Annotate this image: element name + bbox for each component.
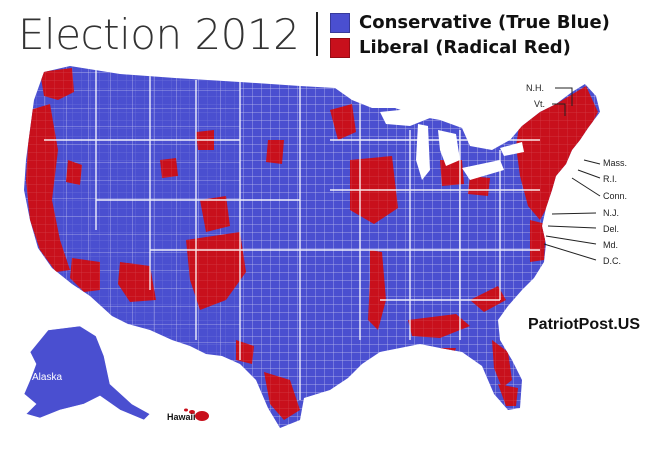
watermark: PatriotPost.US [528,316,641,333]
hawaii-label: Hawaii [167,412,196,422]
legend-label-conservative: Conservative (True Blue) [359,12,610,33]
legend-label-liberal: Liberal (Radical Red) [359,37,571,58]
label-ri: R.I. [603,174,618,184]
label-vt: Vt. [534,99,546,109]
legend-item-liberal: Liberal (Radical Red) [330,35,610,60]
legend-swatch-liberal [330,37,350,58]
great-lakes [380,108,524,180]
label-mass: Mass. [603,158,628,168]
hawaii-shape [184,408,209,421]
map-legend: Conservative (True Blue) Liberal (Radica… [330,10,610,60]
label-nh: N.H. [526,83,544,93]
label-nj: N.J. [603,208,620,218]
label-dc: D.C. [603,256,621,266]
label-del: Del. [603,224,620,234]
state-leader-lines [543,87,601,261]
alaska-label: Alaska [32,372,63,383]
legend-swatch-conservative [330,12,350,33]
title-divider [316,12,318,56]
legend-item-conservative: Conservative (True Blue) [330,10,610,35]
alaska-shape [23,325,151,421]
state-boundaries [44,70,540,400]
page-title: Election 2012 [18,10,300,59]
label-conn: Conn. [603,191,628,201]
label-md: Md. [603,240,619,250]
